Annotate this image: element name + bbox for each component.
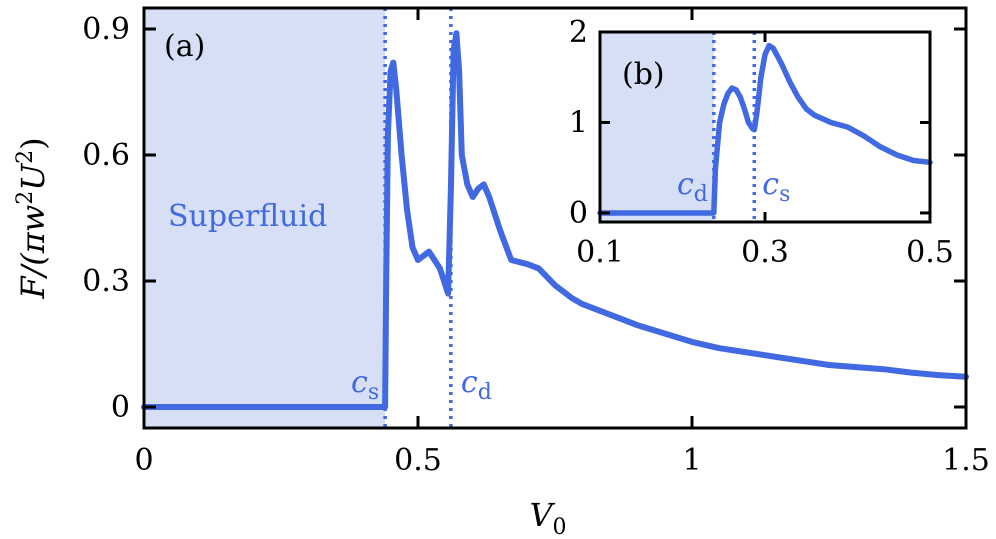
superfluid-label: Superfluid <box>168 199 327 234</box>
y-tick-label: 1 <box>569 105 588 140</box>
y-tick-label: 0 <box>111 390 130 425</box>
y-tick-label: 2 <box>569 15 588 50</box>
x-tick-label: 0.5 <box>394 443 442 478</box>
main-series-group <box>141 30 969 410</box>
inset-shaded-region <box>600 32 714 222</box>
x-tick-label: 1 <box>682 443 701 478</box>
main-plot-panel: cs cd 0 0.5 1 1.5 0 0.3 0.6 0.9 (a) Superfluid V… <box>13 6 990 539</box>
inset-plot-panel: cd cs 0.1 0.3 0.5 0 1 2 (b) <box>569 15 954 270</box>
panel-label-b: (b) <box>622 57 665 92</box>
shaded-region-rect <box>600 32 714 222</box>
series-line-0 <box>597 42 933 216</box>
y-axis-label: F/(πw2U2) <box>13 137 52 299</box>
main-axes-frame <box>142 6 968 430</box>
critical-label-cd: cd <box>461 365 492 405</box>
inset-ticks: 0.1 0.3 0.5 0 1 2 <box>569 15 954 270</box>
panel-label-a: (a) <box>164 29 205 64</box>
x-tick-label: 1.5 <box>942 443 990 478</box>
series-line-0 <box>141 30 969 410</box>
x-tick-label: 0 <box>134 443 153 478</box>
y-tick-label: 0.9 <box>82 12 130 47</box>
shaded-region-rect <box>144 8 386 428</box>
y-tick-label: 0 <box>569 196 588 231</box>
superfluid-shaded-region <box>144 8 386 428</box>
y-tick-label: 0.3 <box>82 264 130 299</box>
x-axis-label: V0 <box>529 496 566 539</box>
main-ticks: 0 0.5 1 1.5 0 0.3 0.6 0.9 <box>82 8 990 478</box>
critical-label-cs: cs <box>351 365 379 405</box>
y-tick-label: 0.6 <box>82 138 130 173</box>
x-tick-label: 0.3 <box>741 235 789 270</box>
critical-label-cd: cd <box>677 167 708 207</box>
inset-series-group <box>597 42 933 216</box>
x-tick-label: 0.5 <box>906 235 954 270</box>
critical-label-cs: cs <box>762 167 790 207</box>
inset-critical-lines: cd cs <box>677 32 790 222</box>
x-tick-label: 0.1 <box>576 235 624 270</box>
